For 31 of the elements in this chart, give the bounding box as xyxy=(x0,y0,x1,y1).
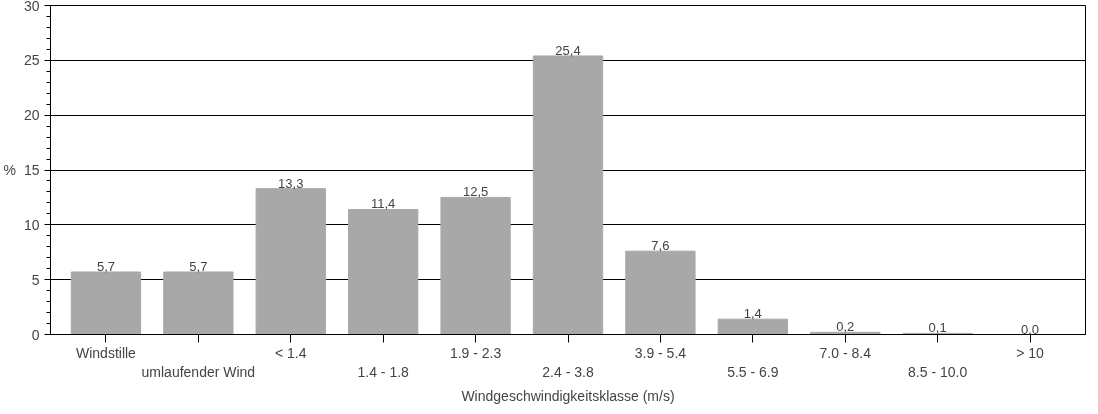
x-tick-label: umlaufender Wind xyxy=(141,363,256,380)
x-tick-label: Windstille xyxy=(75,344,137,361)
x-tick-label: 1.4 - 1.8 xyxy=(357,363,410,380)
data-label: 7,6 xyxy=(651,238,670,254)
data-label: 0,2 xyxy=(836,319,855,335)
x-tick-label: 7.0 - 8.4 xyxy=(819,344,872,361)
data-label: 5,7 xyxy=(189,258,208,274)
y-tick-label: 30 xyxy=(23,0,40,14)
data-label: 0,0 xyxy=(1021,321,1040,337)
data-label: 12,5 xyxy=(462,184,489,200)
y-tick-label: 15 xyxy=(23,162,40,178)
y-tick-label: 5 xyxy=(31,271,40,288)
data-label: 13,3 xyxy=(278,175,304,191)
data-label: 11,4 xyxy=(371,196,396,212)
x-axis-title: Windgeschwindigkeitsklasse (m/s) xyxy=(461,387,675,404)
x-tick-label: 8.5 - 10.0 xyxy=(908,363,968,380)
y-axis-title: % xyxy=(3,162,16,178)
y-tick-label: 25 xyxy=(23,52,40,69)
y-tick-label: 20 xyxy=(23,107,40,124)
data-label: 25,4 xyxy=(555,42,581,58)
data-label: 0,1 xyxy=(928,320,947,336)
x-tick-label: 3.9 - 5.4 xyxy=(634,344,687,361)
x-tick-label: > 10 xyxy=(1016,344,1045,361)
x-tick-label: 5.5 - 6.9 xyxy=(727,363,779,380)
x-tick-label: 2.4 - 3.8 xyxy=(542,363,594,380)
data-label: 1,4 xyxy=(743,306,762,322)
y-tick-label: 10 xyxy=(23,216,40,233)
data-label: 5,7 xyxy=(96,258,115,274)
x-tick-label: < 1.4 xyxy=(275,344,307,361)
y-tick-label: 0 xyxy=(31,326,40,343)
x-tick-label: 1.9 - 2.3 xyxy=(449,344,502,361)
